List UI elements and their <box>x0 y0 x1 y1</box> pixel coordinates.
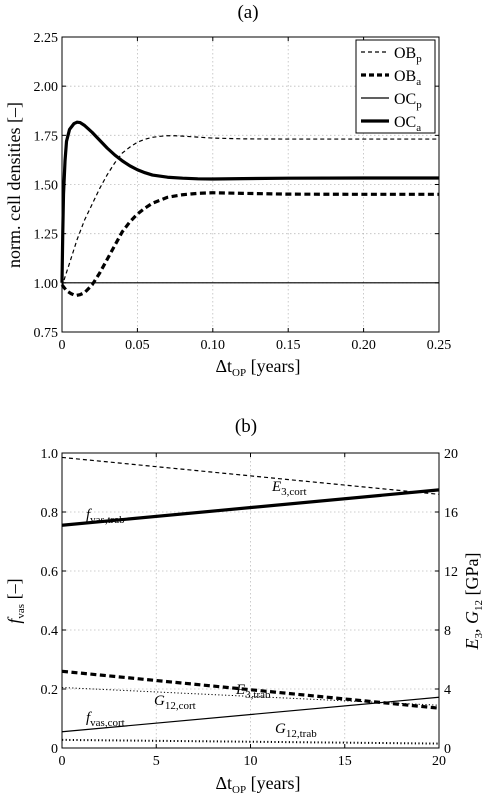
annotation-fvas-trab: fvas,trab <box>86 507 125 526</box>
series-line-f-vas-trab <box>61 488 440 527</box>
panel-a-legend: OBp OBa OCp OCa <box>355 39 436 134</box>
y-tick-label: 2.00 <box>34 80 59 95</box>
legend-entry-oc-p: OCp <box>394 91 422 111</box>
y-tick-label: 1.00 <box>34 277 59 292</box>
right-y-tick-label: 4 <box>444 683 451 698</box>
panel-a-series <box>60 120 439 298</box>
y-tick-label: 1.75 <box>34 129 59 144</box>
x-tick-label: 0 <box>59 754 66 769</box>
annotation-g12-cort: G12,cort <box>154 693 196 712</box>
series-line-e-3-cort <box>61 456 440 495</box>
panel-a-ticks: 0 0.05 0.10 0.15 0.20 0.25 0.75 1.00 1.25 1.50 1.7… <box>34 31 452 353</box>
right-y-tick-label: 8 <box>444 624 451 639</box>
series-line-g-12-trab <box>61 738 440 745</box>
panel-a-label: (a) <box>237 2 258 23</box>
series-line-oc-a <box>60 120 439 283</box>
y-tick-label: 0.6 <box>41 565 59 580</box>
panel-b-series <box>61 456 440 745</box>
y-tick-label: 1.0 <box>41 447 59 462</box>
panel-a: (a) 0 0.05 0.10 0.15 0.20 0.25 0.75 1.00 1.25 1.5… <box>4 2 451 379</box>
x-tick-label: 10 <box>244 754 258 769</box>
panel-b-grid <box>61 452 440 749</box>
x-tick-label: 5 <box>153 754 160 769</box>
y-tick-label: 0.2 <box>41 683 59 698</box>
y-tick-label: 2.25 <box>34 31 59 46</box>
legend-box <box>355 39 436 134</box>
legend-entry-ob-p: OBp <box>394 45 422 65</box>
annotation-g12-trab: G12,trab <box>275 721 317 740</box>
right-y-tick-label: 0 <box>444 742 451 757</box>
annotation-fvas-cort: fvas,cort <box>86 710 125 729</box>
x-tick-label: 0.20 <box>351 338 376 353</box>
y-tick-label: 0 <box>51 742 58 757</box>
x-tick-label: 0.05 <box>125 338 150 353</box>
x-tick-label: 0.10 <box>201 338 226 353</box>
x-tick-label: 0.15 <box>276 338 301 353</box>
y-tick-label: 0.75 <box>34 326 59 341</box>
series-line-ob-p <box>61 135 439 287</box>
y-tick-label: 0.4 <box>41 624 59 639</box>
x-tick-label: 0 <box>59 338 66 353</box>
panel-a-y-axis-label: norm. cell densities [–] <box>4 102 24 268</box>
series-line-e-3-trab <box>61 669 440 710</box>
right-y-tick-label: 16 <box>444 506 458 521</box>
x-tick-label: 0.25 <box>427 338 452 353</box>
panel-b-right-axis-label: E3, G12 [GPa] <box>462 553 485 651</box>
panel-b-x-axis-label: ΔtOP [years] <box>215 773 300 795</box>
right-y-tick-label: 20 <box>444 447 458 462</box>
right-y-tick-label: 12 <box>444 565 458 580</box>
y-tick-label: 1.50 <box>34 179 59 194</box>
series-line-ob-a <box>60 191 439 298</box>
annotation-e3-cort: E3,cort <box>271 479 307 498</box>
y-tick-label: 0.8 <box>41 506 59 521</box>
panel-a-x-axis-label: ΔtOP [years] <box>215 356 300 379</box>
y-tick-label: 1.25 <box>34 228 59 243</box>
annotation-e3-trab: E3,trab <box>235 682 271 701</box>
legend-entry-oc-a: OCa <box>394 114 421 134</box>
x-tick-label: 20 <box>432 754 446 769</box>
series-line-f-vas-cort <box>61 696 440 733</box>
panel-b-y-axis-label: fvas [–] <box>4 578 27 623</box>
panel-b-label: (b) <box>235 416 257 437</box>
x-tick-label: 15 <box>338 754 352 769</box>
legend-entry-ob-a: OBa <box>394 68 421 88</box>
